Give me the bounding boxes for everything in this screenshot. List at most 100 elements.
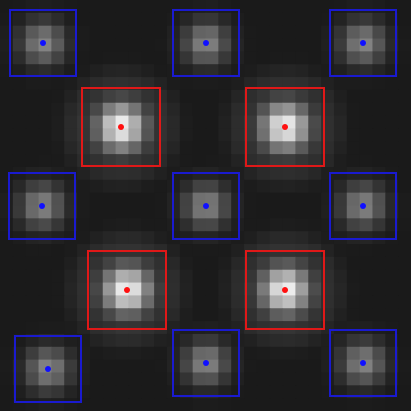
pixel: [231, 256, 245, 271]
pixel: [321, 38, 335, 52]
pixel: [295, 25, 309, 40]
pixel: [398, 333, 411, 348]
pixel: [346, 154, 361, 168]
pixel: [359, 102, 374, 117]
pixel: [154, 372, 168, 386]
pixel: [333, 179, 348, 194]
pixel: [218, 359, 232, 374]
pixel: [154, 64, 168, 78]
pixel: [12, 231, 27, 245]
blue-center: [360, 40, 366, 46]
pixel: [25, 333, 40, 348]
pixel: [38, 141, 52, 155]
pixel: [38, 12, 52, 27]
pixel: [154, 179, 168, 194]
pixel: [0, 38, 14, 52]
pixel: [205, 205, 219, 219]
pixel: [51, 89, 65, 104]
pixel: [192, 179, 207, 194]
pixel: [154, 333, 168, 348]
pixel: [77, 38, 91, 52]
pixel: [346, 89, 361, 104]
pixel: [154, 51, 168, 65]
pixel: [192, 295, 207, 309]
pixel: [333, 269, 348, 284]
pixel: [102, 115, 117, 130]
pixel: [295, 333, 309, 348]
pixel: [372, 192, 386, 207]
pixel: [282, 231, 297, 245]
pixel: [64, 12, 78, 27]
pixel: [308, 385, 322, 399]
pixel: [205, 192, 219, 207]
pixel: [64, 115, 78, 130]
pixel: [295, 141, 309, 155]
pixel: [231, 141, 245, 155]
pixel: [12, 25, 27, 40]
pixel: [295, 218, 309, 232]
pixel: [141, 64, 155, 78]
pixel: [0, 179, 14, 194]
pixel: [282, 321, 297, 335]
pixel: [0, 205, 14, 219]
pixel: [231, 51, 245, 65]
pixel: [12, 218, 27, 232]
pixel: [308, 256, 322, 271]
pixel: [372, 64, 386, 78]
pixel: [25, 218, 40, 232]
blue-center: [203, 360, 209, 366]
pixel: [0, 359, 14, 374]
pixel: [372, 256, 386, 271]
pixel: [25, 295, 40, 309]
pixel: [231, 154, 245, 168]
pixel: [256, 218, 271, 232]
pixel: [192, 51, 207, 65]
pixel: [179, 77, 194, 91]
pixel: [333, 115, 348, 130]
pixel: [282, 64, 297, 78]
pixel: [115, 308, 130, 322]
pixel: [12, 359, 27, 374]
pixel: [89, 166, 104, 181]
pixel: [115, 321, 130, 335]
pixel: [115, 179, 130, 194]
pixel: [77, 128, 91, 142]
pixel: [12, 192, 27, 207]
pixel: [102, 38, 117, 52]
pixel: [282, 295, 297, 309]
pixel: [372, 89, 386, 104]
pixel: [321, 51, 335, 65]
pixel: [141, 359, 155, 374]
pixel: [398, 25, 411, 40]
pixel: [282, 102, 297, 117]
pixel: [179, 205, 194, 219]
pixel: [321, 372, 335, 386]
pixel: [308, 398, 322, 411]
pixel: [321, 359, 335, 374]
pixel: [359, 51, 374, 65]
pixel: [128, 218, 142, 232]
pixel: [77, 102, 91, 117]
pixel: [282, 372, 297, 386]
pixel: [179, 231, 194, 245]
pixel: [321, 231, 335, 245]
pixel: [192, 192, 207, 207]
pixel: [38, 269, 52, 284]
pixel: [333, 295, 348, 309]
pixel: [179, 321, 194, 335]
pixel: [218, 25, 232, 40]
pixel: [295, 269, 309, 284]
pixel: [51, 372, 65, 386]
pixel: [51, 398, 65, 411]
pixel: [398, 282, 411, 297]
pixel: [77, 51, 91, 65]
pixel: [179, 244, 194, 258]
pixel: [115, 192, 130, 207]
pixel: [25, 359, 40, 374]
pixel: [89, 308, 104, 322]
pixel: [308, 321, 322, 335]
pixel: [166, 295, 181, 309]
pixel: [12, 115, 27, 130]
pixel: [218, 282, 232, 297]
pixel: [0, 295, 14, 309]
